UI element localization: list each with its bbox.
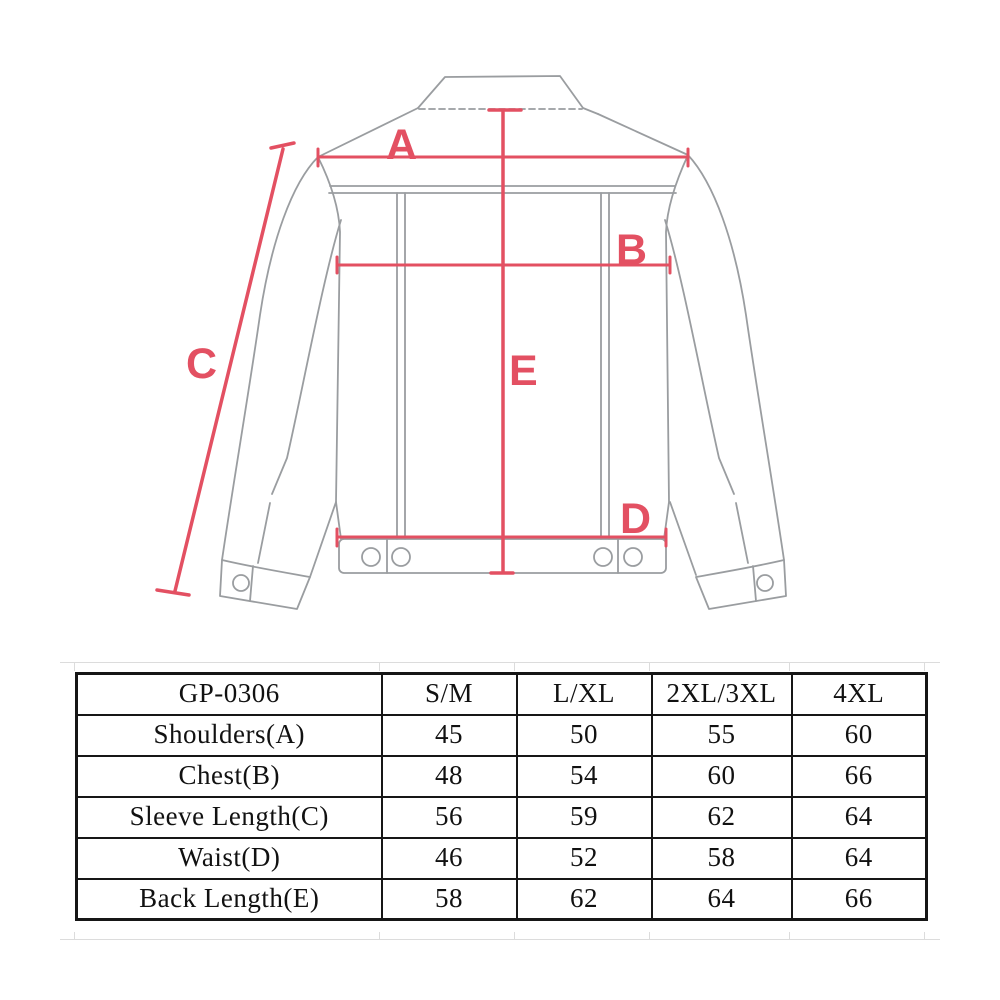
- value-cell: 62: [515, 877, 653, 921]
- gridline-artifact: [74, 932, 75, 939]
- waistband-button: [361, 547, 381, 567]
- right-sleeve-outer-edge: [687, 154, 785, 561]
- row-label-cell: Chest(B): [75, 754, 383, 798]
- left-cuff-button: [232, 574, 250, 592]
- gridline-artifact: [514, 663, 515, 671]
- value-cell: 46: [380, 836, 518, 880]
- col-header-model: GP-0306: [75, 672, 383, 716]
- gridline-artifact: [649, 663, 650, 671]
- col-header-size-4xl: 4XL: [790, 672, 928, 716]
- value-cell: 58: [650, 836, 793, 880]
- col-header-size-lxl: L/XL: [515, 672, 653, 716]
- value-cell: 64: [790, 836, 928, 880]
- gridline-artifact: [649, 932, 650, 939]
- value-cell: 60: [790, 713, 928, 757]
- right-cuff-placket: [752, 565, 757, 602]
- gridline-artifact: [74, 663, 75, 671]
- waistband-button: [593, 547, 613, 567]
- left-sleeve-inner-edge: [309, 501, 337, 578]
- table-row-chest: Chest(B) 48 54 60 66: [75, 754, 928, 798]
- value-cell: 50: [515, 713, 653, 757]
- row-label-cell: Sleeve Length(C): [75, 795, 383, 839]
- measure-label-waist: D: [620, 495, 652, 543]
- gridline-artifact: [789, 932, 790, 939]
- right-sleeve-seam: [664, 219, 749, 564]
- value-cell: 60: [650, 754, 793, 798]
- waistband-dividers: [386, 538, 619, 574]
- measure-label-sleeve: C: [186, 340, 218, 388]
- value-cell: 66: [790, 877, 928, 921]
- table-row-back-length: Back Length(E) 58 62 64 66: [75, 877, 928, 921]
- gridline-artifact: [789, 663, 790, 671]
- right-shoulder-seam: [597, 113, 689, 156]
- gridline-artifact: [60, 939, 940, 940]
- gridline-artifact: [924, 932, 925, 939]
- value-cell: 64: [790, 795, 928, 839]
- value-cell: 45: [380, 713, 518, 757]
- left-cuff: [219, 559, 311, 610]
- left-sleeve-outer-edge: [221, 156, 319, 561]
- col-header-size-2xl3xl: 2XL/3XL: [650, 672, 793, 716]
- collar-outline: [417, 75, 599, 115]
- right-back-seam: [600, 192, 610, 540]
- table-row-sleeve-length: Sleeve Length(C) 56 59 62 64: [75, 795, 928, 839]
- measure-line-c: [155, 141, 296, 597]
- body-left-edge: [317, 156, 342, 540]
- waistband-button: [391, 547, 411, 567]
- value-cell: 54: [515, 754, 653, 798]
- measure-label-shoulders: A: [386, 121, 418, 169]
- left-cuff-placket: [249, 565, 254, 602]
- right-cuff: [695, 559, 787, 610]
- jacket-measurement-diagram: A B C D E: [155, 75, 787, 610]
- left-shoulder-seam: [317, 107, 419, 158]
- left-sleeve-seam: [257, 219, 342, 564]
- measure-line-e: [487, 108, 523, 575]
- table-row-waist: Waist(D) 46 52 58 64: [75, 836, 928, 880]
- left-back-seam: [396, 192, 406, 540]
- measurement-lines-group: [155, 108, 690, 597]
- value-cell: 66: [790, 754, 928, 798]
- col-header-size-sm: S/M: [380, 672, 518, 716]
- value-cell: 59: [515, 795, 653, 839]
- row-label-cell: Waist(D): [75, 836, 383, 880]
- gridline-artifact: [379, 663, 380, 671]
- gridline-artifact: [379, 932, 380, 939]
- row-label-cell: Back Length(E): [75, 877, 383, 921]
- right-cuff-button: [756, 574, 774, 592]
- jacket-back-drawing: [155, 75, 787, 610]
- value-cell: 55: [650, 713, 793, 757]
- value-cell: 48: [380, 754, 518, 798]
- measure-label-chest: B: [616, 226, 648, 274]
- value-cell: 52: [515, 836, 653, 880]
- row-label-cell: Shoulders(A): [75, 713, 383, 757]
- gridline-artifact: [924, 663, 925, 671]
- gridline-artifact: [514, 932, 515, 939]
- gridline-artifact: [60, 662, 940, 663]
- body-right-edge: [663, 154, 689, 540]
- table-row-shoulders: Shoulders(A) 45 50 55 60: [75, 713, 928, 757]
- table-header-row: GP-0306 S/M L/XL 2XL/3XL 4XL: [75, 672, 928, 716]
- waistband-button: [623, 547, 643, 567]
- value-cell: 62: [650, 795, 793, 839]
- value-cell: 64: [650, 877, 793, 921]
- right-sleeve-inner-edge: [669, 501, 697, 576]
- value-cell: 58: [380, 877, 518, 921]
- size-chart-table: GP-0306 S/M L/XL 2XL/3XL 4XL Shoulders(A…: [75, 672, 928, 921]
- measure-label-back-length: E: [509, 347, 538, 395]
- value-cell: 56: [380, 795, 518, 839]
